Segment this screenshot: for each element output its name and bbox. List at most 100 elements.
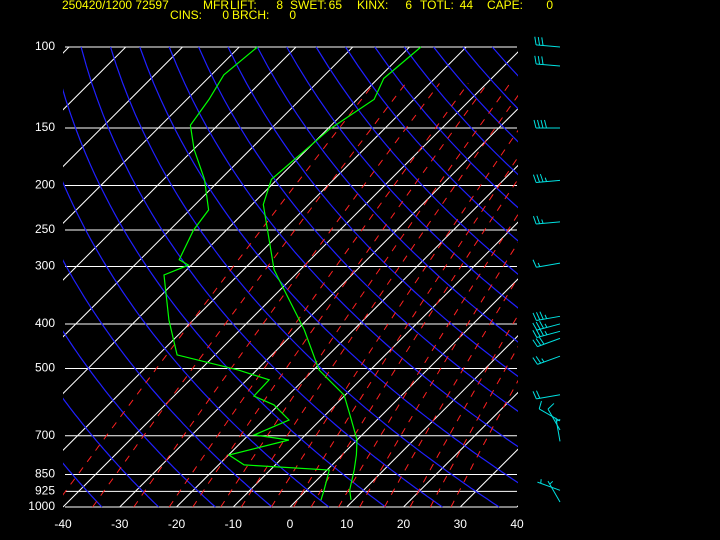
mixing-ratio <box>450 379 518 508</box>
isotherm <box>346 335 518 508</box>
wind-barbs <box>532 311 548 321</box>
temperature-label: -40 <box>54 517 72 531</box>
wind-staff <box>536 323 561 331</box>
dry-adiabat <box>63 397 160 508</box>
isotherm <box>119 108 518 508</box>
temperature-label: 10 <box>340 517 354 531</box>
dewpoint-profile <box>163 46 331 501</box>
dry-adiabat <box>198 46 518 413</box>
pressure-label: 200 <box>35 178 55 192</box>
mixing-ratio <box>409 314 518 508</box>
pressure-label: 300 <box>35 259 55 273</box>
wind-barbs <box>532 173 548 183</box>
dry-adiabat <box>63 259 273 508</box>
dry-adiabat <box>63 462 103 508</box>
mixing-ratio <box>133 83 440 508</box>
isotherm <box>63 46 410 395</box>
index-label: LIFT: <box>230 0 257 12</box>
dry-adiabat <box>344 46 518 242</box>
dry-adiabat <box>256 46 518 343</box>
isotherm <box>232 221 518 508</box>
temperature-label: 20 <box>397 517 411 531</box>
pressure-label: 400 <box>35 316 55 330</box>
dry-adiabat <box>139 46 518 484</box>
wind-barbs <box>533 119 547 129</box>
pressure-label: 925 <box>35 484 55 498</box>
wind-staff <box>536 179 561 184</box>
wind-staff <box>536 315 561 321</box>
temperature-label: 40 <box>510 517 524 531</box>
wind-barbs <box>532 215 544 225</box>
index-label: CAPE: <box>487 0 523 12</box>
pressure-label: 500 <box>35 361 55 375</box>
mixing-ratio <box>429 345 518 508</box>
pressure-label: 100 <box>35 39 55 53</box>
dry-adiabat <box>63 330 216 508</box>
index-value: 6 <box>405 0 412 12</box>
temperature-profile <box>262 46 422 500</box>
wind-staff <box>536 262 561 268</box>
mixing-ratio <box>168 83 469 508</box>
index-value: 0 <box>222 8 229 22</box>
index-value: 44 <box>460 0 474 12</box>
index-value: 65 <box>329 0 343 12</box>
index-value: 0 <box>546 0 553 12</box>
isotherm <box>403 391 518 508</box>
index-value: 8 <box>276 0 283 12</box>
dry-adiabat <box>227 46 518 378</box>
plot-area <box>63 46 518 508</box>
wind-barbs <box>532 356 545 365</box>
mixing-ratio <box>293 156 518 508</box>
temperature-label: 30 <box>454 517 468 531</box>
wind-staff <box>536 44 561 48</box>
wind-barbs <box>549 480 554 485</box>
isotherm <box>63 46 240 224</box>
dry-adiabat <box>109 46 500 508</box>
isotherm <box>63 51 518 508</box>
wind-barbs <box>538 400 542 410</box>
pressure-label: 250 <box>35 222 55 236</box>
wind-staff <box>536 330 561 338</box>
index-label: TOTL: <box>420 0 454 12</box>
dry-adiabat <box>63 181 330 508</box>
wind-staff <box>555 417 561 442</box>
dry-adiabat <box>80 46 443 508</box>
dry-adiabat <box>63 88 386 508</box>
wind-staff <box>547 408 561 431</box>
isotherm <box>63 46 354 338</box>
wind-barbs <box>532 328 548 338</box>
temperature-label: -10 <box>225 517 243 531</box>
wind-staff <box>537 481 561 491</box>
wind-staff <box>537 337 561 348</box>
isotherm <box>176 164 518 508</box>
wind-staff <box>547 480 561 503</box>
temperature-label: -20 <box>168 517 186 531</box>
mixing-ratio <box>270 129 518 508</box>
isotherm <box>63 46 183 168</box>
wind-staff <box>536 221 561 225</box>
isotherm <box>289 278 518 508</box>
index-label: BRCH: <box>232 8 269 22</box>
pressure-label: 1000 <box>28 499 55 513</box>
wind-barbs <box>532 390 541 400</box>
dry-adiabat <box>286 46 518 309</box>
mixing-ratio <box>63 83 375 496</box>
temperature-label: 0 <box>287 517 294 531</box>
wind-barbs <box>556 419 561 422</box>
wind-barbs <box>534 36 544 46</box>
isotherm <box>63 46 297 281</box>
wind-barbs <box>532 337 545 347</box>
wind-staff <box>536 63 561 67</box>
pressure-label: 700 <box>35 428 55 442</box>
mixing-ratio <box>310 178 518 508</box>
wind-staff <box>537 355 561 365</box>
wind-barbs <box>532 320 548 331</box>
temperature-label: -30 <box>111 517 129 531</box>
index-value: 0 <box>289 8 296 22</box>
wind-staff <box>536 394 561 400</box>
date-station: 250420/1200 72597 <box>62 0 169 12</box>
index-label: KINX: <box>357 0 388 12</box>
site: MFR <box>203 0 229 12</box>
